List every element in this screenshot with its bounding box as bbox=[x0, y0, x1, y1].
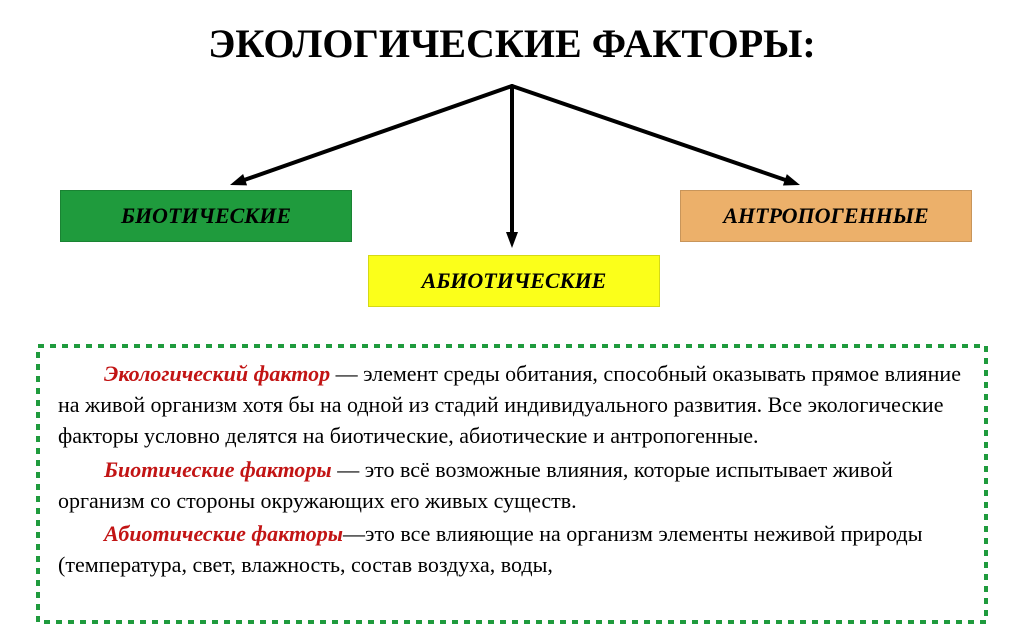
definition-box: Экологический фактор — элемент среды оби… bbox=[36, 344, 988, 624]
term-biotic: Биотические факторы bbox=[104, 457, 332, 482]
definition-p3: Абиотические факторы—это все влияющие на… bbox=[58, 518, 966, 580]
category-box: БИОТИЧЕСКИЕ bbox=[60, 190, 352, 242]
definition-p1: Экологический фактор — элемент среды оби… bbox=[58, 358, 966, 452]
term-abiotic: Абиотические факторы bbox=[104, 521, 343, 546]
category-box: АБИОТИЧЕСКИЕ bbox=[368, 255, 660, 307]
category-box: АНТРОПОГЕННЫЕ bbox=[680, 190, 972, 242]
term-ecological: Экологический фактор bbox=[104, 361, 330, 386]
definition-p2: Биотические факторы — это всё возможные … bbox=[58, 454, 966, 516]
